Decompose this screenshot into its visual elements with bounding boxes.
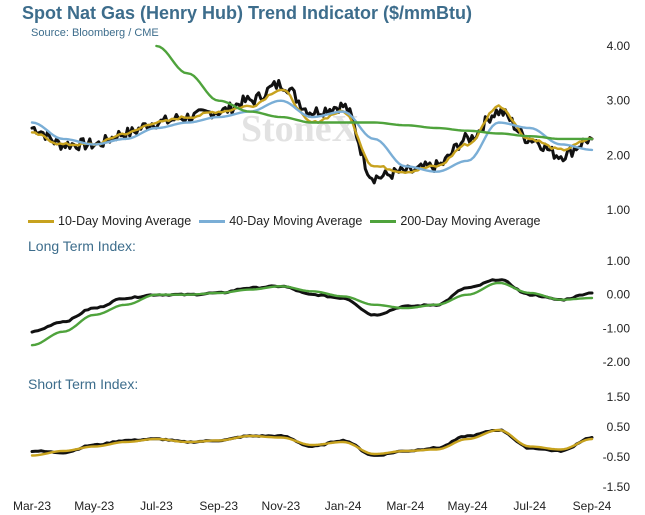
panel1-ytick-2: 2.00 (607, 148, 631, 162)
panel2-ytick-0: 1.00 (607, 254, 631, 268)
legend-label-ma10: 10-Day Moving Average (58, 214, 192, 228)
x-axis-label-4: Nov-23 (262, 499, 301, 513)
panel2-ytick-1: 0.00 (607, 288, 631, 302)
legend-label-ma200: 200-Day Moving Average (400, 214, 541, 228)
panel3-ytick-3: -1.50 (603, 480, 631, 494)
chart-title: Spot Nat Gas (Henry Hub) Trend Indicator… (22, 3, 473, 23)
legend-swatch-ma200 (370, 219, 397, 223)
x-axis-label-1: May-23 (74, 499, 114, 513)
panel1-series-2 (30, 99, 594, 173)
short-term-index-label: Short Term Index: (28, 376, 139, 392)
x-axis-label-7: May-24 (448, 499, 488, 513)
panel1-series-3 (155, 44, 594, 141)
legend-item-ma200: 200-Day Moving Average (370, 214, 541, 228)
x-axis-label-8: Jul-24 (513, 499, 546, 513)
panel2-series-1 (30, 281, 594, 347)
legend-item-ma10: 10-Day Moving Average (28, 214, 191, 228)
x-axis-label-9: Sep-24 (573, 499, 612, 513)
panel2-ytick-3: -2.00 (603, 355, 631, 369)
panel3-series-1 (30, 428, 594, 457)
panel3-ytick-1: 0.50 (607, 420, 631, 434)
panel3-ytick-0: 1.50 (607, 390, 631, 404)
long-term-index-label: Long Term Index: (28, 238, 136, 254)
x-axis-label-6: Mar-24 (386, 499, 424, 513)
watermark-text: StoneX (241, 108, 359, 150)
legend-swatch-ma40 (199, 219, 226, 223)
panel3-ytick-2: -0.50 (603, 450, 631, 464)
panel1-ytick-3: 1.00 (607, 203, 631, 217)
x-axis-label-0: Mar-23 (13, 499, 51, 513)
x-axis-label-2: Jul-23 (140, 499, 173, 513)
panel2-ytick-2: -1.00 (603, 321, 631, 335)
panel1-ytick-0: 4.00 (607, 39, 631, 53)
x-axis-label-5: Jan-24 (325, 499, 362, 513)
legend: 10-Day Moving Average 40-Day Moving Aver… (28, 214, 549, 228)
legend-swatch-ma10 (28, 219, 54, 223)
chart-source: Source: Bloomberg / CME (31, 27, 159, 39)
panel1-ytick-1: 3.00 (607, 94, 631, 108)
x-axis-label-3: Sep-23 (199, 499, 238, 513)
panel2-series-0 (30, 278, 594, 334)
legend-item-ma40: 40-Day Moving Average (199, 214, 362, 228)
legend-label-ma40: 40-Day Moving Average (229, 214, 363, 228)
